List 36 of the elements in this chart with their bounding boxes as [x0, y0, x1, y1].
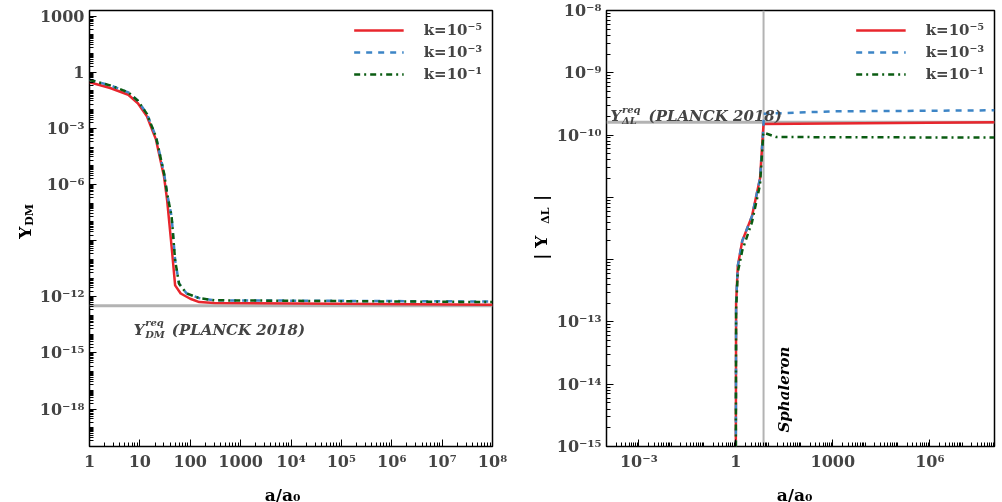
x-tick-label: 10⁻³: [619, 451, 658, 471]
y-axis-title: | YΔL |: [530, 194, 552, 260]
y-tick-label: 10⁻¹⁸: [39, 399, 85, 419]
x-tick-label: 10⁴: [276, 451, 306, 471]
x-axis-title: a/a₀: [264, 484, 301, 502]
x-tick-label: 10⁵: [326, 451, 357, 471]
x-tick-label: 10⁶: [377, 451, 407, 471]
y-tick-label: 10⁻¹⁴: [556, 374, 602, 394]
y-tick-label: 10⁻⁶: [46, 175, 85, 195]
x-tick-label: 10⁶: [915, 451, 945, 471]
x-axis-title: a/a₀: [776, 484, 813, 502]
x-tick-label: 10⁸: [477, 451, 508, 471]
legend-label: k=10⁻⁵: [423, 21, 482, 39]
legend-label: k=10⁻³: [423, 43, 482, 61]
x-tick-label: 1: [730, 451, 742, 471]
x-tick-label: 100: [173, 451, 207, 471]
x-tick-label: 10⁷: [427, 451, 457, 471]
y-tick-label: 1: [73, 62, 85, 82]
y-tick-label: 10⁻¹⁵: [556, 437, 602, 456]
y-tick-label: 10⁻⁹: [563, 63, 602, 83]
y-axis-title: YDM: [14, 204, 36, 240]
x-tick-label: 1000: [218, 451, 263, 471]
x-tick-label: 1000: [810, 451, 856, 471]
legend-label: k=10⁻¹: [423, 65, 482, 83]
y-tick-label: 10⁻¹⁰: [556, 125, 602, 145]
y-tick-label: 10⁻¹⁵: [39, 343, 85, 363]
y-tick-label: 1000: [39, 6, 85, 26]
y-tick-label: 10⁻¹³: [556, 312, 602, 332]
y-tick-label: 10⁻³: [46, 118, 85, 138]
legend-label: k=10⁻⁵: [925, 21, 984, 39]
y-tick-label: 10⁻⁸: [563, 1, 602, 20]
legend-label: k=10⁻¹: [925, 65, 984, 83]
legend-label: k=10⁻³: [925, 43, 984, 61]
y-tick-label: 10⁻¹²: [39, 287, 85, 307]
ref-line-label: Sphaleron: [774, 346, 793, 433]
x-tick-label: 10: [128, 451, 152, 471]
